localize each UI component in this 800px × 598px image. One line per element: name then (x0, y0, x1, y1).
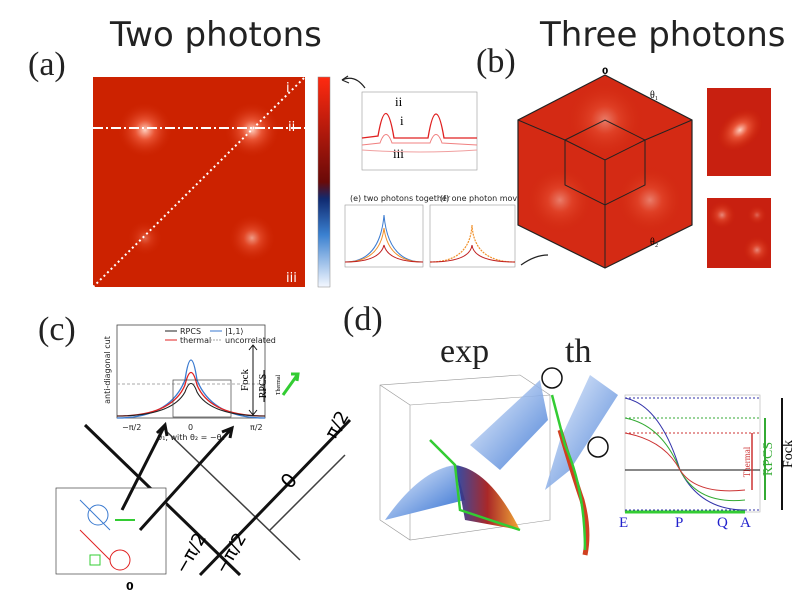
bracket-label: RPCS (258, 374, 269, 398)
slice-peak (743, 236, 771, 264)
arrowhead (341, 75, 350, 84)
cube-edge (517, 119, 693, 268)
arrow (138, 425, 235, 532)
bracket-label: Thermal (276, 375, 282, 396)
cut-plot (624, 394, 761, 513)
surface (545, 375, 618, 490)
surface (470, 380, 548, 470)
x-tick-label: −π/2 (122, 423, 141, 432)
cut-plot (361, 91, 478, 171)
heatmap-peak (224, 102, 280, 158)
curve (361, 134, 478, 146)
inset-plot (429, 204, 516, 268)
y-label: anti-diagonal cut (103, 336, 112, 404)
legend-label: thermal (180, 336, 211, 345)
point-label: E (619, 515, 628, 531)
line-label: i (286, 81, 290, 96)
line-label: ii (288, 120, 295, 135)
cube-glow (525, 165, 595, 235)
curve (116, 371, 266, 417)
rotated-axis (198, 418, 352, 577)
curve (116, 382, 266, 417)
inset-title: (e) two photons together (350, 194, 451, 203)
zoom-box (172, 379, 232, 418)
cube-inner-edge (564, 119, 646, 206)
bracket-arrow (248, 344, 258, 416)
heatmap-peak (117, 102, 173, 158)
panel-title: Three photons (539, 15, 786, 55)
point-label: Q (717, 515, 728, 531)
point-label: A (740, 515, 751, 531)
slice-peak (708, 201, 736, 229)
legend-label: RPCS (180, 327, 201, 336)
inset-box (89, 554, 101, 566)
inset-plot (344, 204, 424, 268)
diagram-ring (541, 367, 563, 389)
path (550, 394, 587, 551)
line-label: iii (286, 271, 297, 286)
bracket-label: RPCS (761, 442, 776, 476)
box-frame (379, 374, 551, 541)
slice-peak (747, 205, 767, 225)
curve (429, 244, 516, 263)
curve (429, 224, 516, 263)
legend-label: uncorrelated (225, 336, 276, 345)
green-arrow (281, 372, 300, 396)
bracket-label: Thermal (742, 446, 752, 477)
inset-line (79, 529, 111, 561)
panel-label: (c) (38, 311, 76, 348)
rotated-axis (164, 429, 346, 561)
x-tick-label: π/2 (250, 423, 263, 432)
arrow (120, 421, 169, 511)
inset-ring (87, 504, 109, 526)
inset-tick: 0 (126, 580, 134, 593)
curve (361, 113, 477, 139)
inset-title: (f) one photon moving (440, 194, 530, 203)
arrow (520, 254, 549, 266)
x-tick-label: 0 (188, 423, 193, 432)
slice-peak (716, 108, 764, 152)
axis-label: θ₂ (650, 237, 658, 248)
point-label: P (675, 515, 683, 531)
rotated-label: π/2 (321, 407, 353, 442)
axis-label: θ₁ (650, 90, 658, 101)
arrow (341, 77, 366, 89)
curve-label: i (400, 113, 404, 128)
inset (55, 487, 167, 575)
diagram-ring (587, 436, 609, 458)
surface (385, 465, 465, 520)
curve (344, 227, 424, 263)
heatmap-peak (228, 214, 276, 262)
curve (344, 214, 424, 263)
x-label: θ₁, with θ₂ = −θ₁ (157, 433, 224, 442)
panel-label: (b) (476, 43, 516, 80)
cube-glow (615, 165, 685, 235)
heatmap-peak (127, 220, 163, 256)
curve-label: iii (393, 146, 404, 161)
inset-line (79, 499, 111, 531)
panel-title: th (565, 333, 591, 370)
path (429, 439, 521, 532)
bracket-label: Fock (239, 369, 251, 392)
cut-plot (116, 324, 266, 419)
bracket-label: Fock (781, 440, 796, 468)
panel-title: Two photons (109, 15, 322, 55)
panel-label: (d) (343, 301, 383, 338)
curve (344, 244, 424, 263)
curve-label: ii (395, 94, 403, 109)
panel-title: exp (440, 333, 489, 370)
colorbar (317, 76, 331, 288)
corner-label: 0 (602, 67, 608, 77)
curve (624, 432, 746, 492)
legend-label: |1,1⟩ (225, 327, 244, 336)
panel-label: (a) (28, 46, 66, 83)
curve (361, 149, 478, 153)
